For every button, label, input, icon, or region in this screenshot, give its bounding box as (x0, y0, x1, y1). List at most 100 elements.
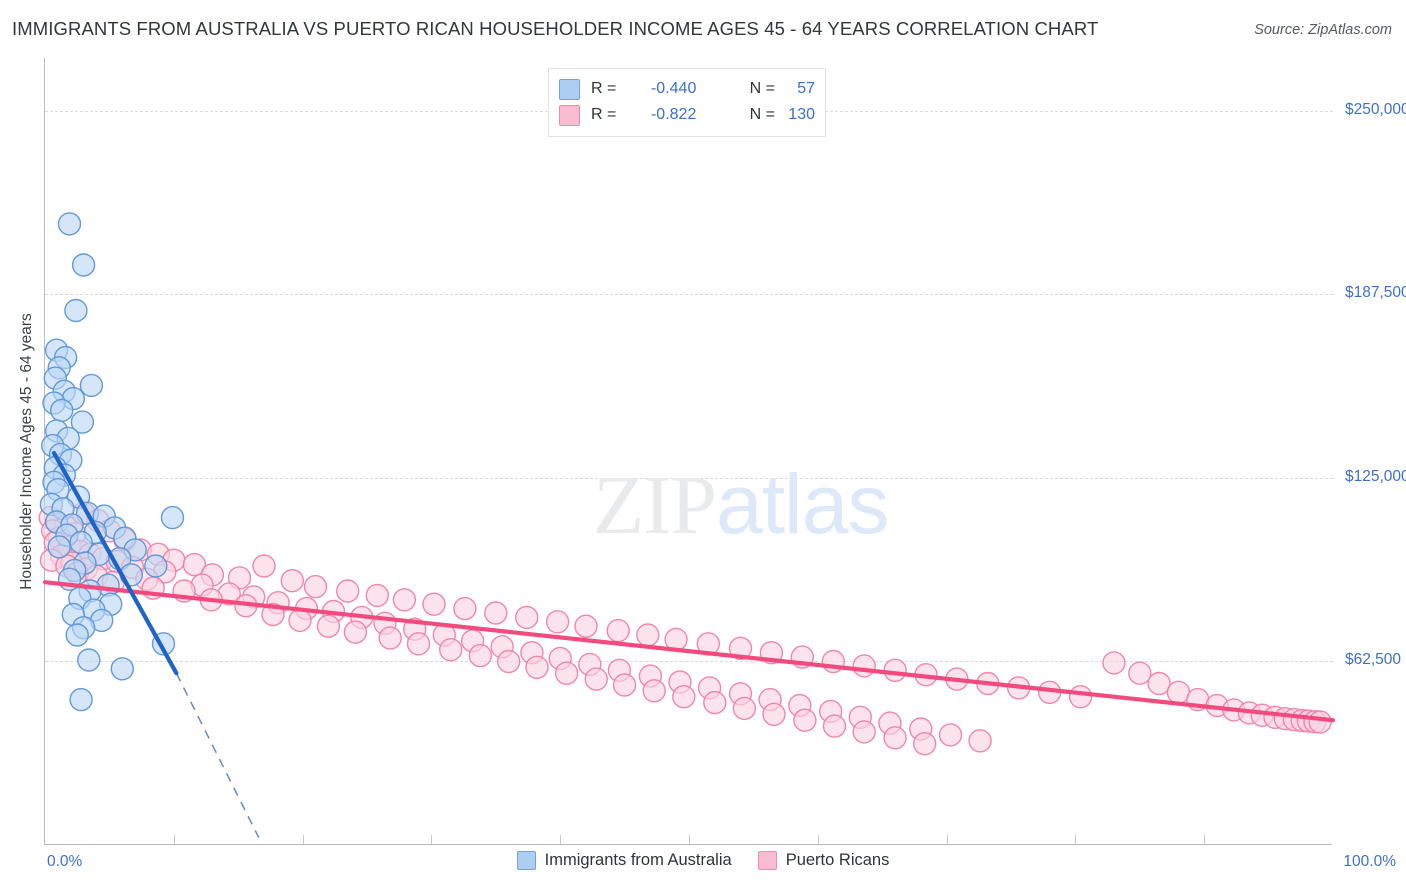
data-point[interactable] (793, 708, 817, 732)
legend-item-australia[interactable]: Immigrants from Australia (516, 851, 732, 870)
x-axis-tick (689, 835, 690, 844)
data-point[interactable] (69, 687, 93, 712)
data-point[interactable] (913, 732, 937, 756)
legend-swatch-australia-icon (559, 78, 580, 100)
gridline (45, 477, 1333, 479)
data-point[interactable] (612, 673, 637, 697)
data-point[interactable] (110, 657, 135, 681)
data-point[interactable] (378, 626, 402, 650)
data-point[interactable] (57, 212, 82, 236)
data-point[interactable] (365, 583, 389, 608)
trendline-puerto-ricans (42, 580, 1336, 723)
data-point[interactable] (50, 398, 74, 423)
data-point[interactable] (453, 596, 477, 621)
data-point[interactable] (47, 535, 71, 559)
data-point[interactable] (584, 667, 608, 691)
legend-label-puerto-ricans: Puerto Ricans (785, 851, 890, 869)
legend-marker-australia-icon (516, 851, 536, 870)
data-point[interactable] (252, 554, 276, 578)
n-label-australia: N = (749, 80, 775, 97)
data-point[interactable] (883, 726, 907, 750)
data-point[interactable] (1166, 680, 1191, 704)
data-point[interactable] (728, 636, 753, 660)
x-axis-min-label: 0.0% (47, 853, 83, 870)
x-axis-tick (946, 835, 948, 844)
data-point[interactable] (574, 614, 598, 638)
data-point[interactable] (65, 623, 89, 647)
data-point[interactable] (606, 618, 630, 643)
data-point[interactable] (343, 620, 368, 644)
data-point[interactable] (182, 552, 207, 577)
legend-marker-puerto-ricans-icon (757, 851, 777, 870)
data-point[interactable] (422, 592, 446, 616)
data-point[interactable] (439, 638, 463, 662)
data-point[interactable] (515, 605, 539, 630)
stats-row-australia: R = -0.440 N = 57 (559, 76, 815, 102)
n-value-australia: 57 (797, 80, 815, 97)
data-point[interactable] (77, 648, 101, 672)
data-point[interactable] (968, 729, 992, 753)
x-axis-tick (173, 835, 175, 844)
data-point[interactable] (1147, 671, 1171, 696)
data-point[interactable] (545, 610, 570, 634)
trendline-extension-australia (175, 672, 260, 839)
data-point[interactable] (392, 588, 417, 612)
data-point[interactable] (79, 373, 104, 398)
data-point[interactable] (288, 608, 312, 633)
n-value-puerto-ricans: 130 (788, 106, 815, 123)
data-point[interactable] (64, 298, 88, 323)
y-axis-tick-label: $187,500 (1345, 284, 1406, 302)
y-axis-title: Householder Income Ages 45 - 64 years (18, 313, 35, 590)
data-point[interactable] (703, 690, 727, 715)
r-label-australia: R = (591, 80, 617, 97)
x-axis-tick (1075, 835, 1077, 844)
source-attribution: Source: ZipAtlas.com (1254, 22, 1392, 38)
data-point[interactable] (1308, 710, 1332, 734)
data-point[interactable] (822, 714, 847, 738)
data-point[interactable] (71, 253, 96, 277)
data-point[interactable] (1102, 651, 1126, 675)
legend-label-australia: Immigrants from Australia (544, 851, 732, 869)
plot-area: ZIPatlas (38, 58, 1336, 845)
data-point[interactable] (336, 579, 360, 603)
series-points-pink (38, 501, 1332, 756)
data-point[interactable] (144, 554, 168, 578)
data-point[interactable] (554, 661, 579, 685)
data-point[interactable] (1068, 685, 1093, 709)
data-point[interactable] (303, 574, 328, 599)
gridline (45, 294, 1333, 296)
n-label-puerto-ricans: N = (749, 106, 775, 123)
data-point[interactable] (762, 702, 786, 726)
x-axis-tick (431, 835, 433, 844)
y-axis-tick-label: $62,500 (1345, 651, 1402, 669)
data-point[interactable] (406, 632, 431, 656)
legend-swatch-puerto-ricans-icon (559, 104, 580, 126)
y-axis-tick-label: $250,000 (1345, 100, 1406, 118)
r-value-australia: -0.440 (650, 80, 697, 97)
data-point[interactable] (1128, 661, 1152, 685)
x-axis-tick (817, 835, 819, 844)
series-points-blue (39, 212, 185, 712)
data-point[interactable] (484, 601, 508, 625)
series-legend: Immigrants from Australia Puerto Ricans (0, 851, 1406, 870)
legend-item-puerto-ricans[interactable]: Puerto Ricans (757, 851, 890, 870)
data-point[interactable] (883, 658, 907, 682)
data-point[interactable] (642, 679, 666, 703)
data-point[interactable] (280, 569, 305, 593)
data-point[interactable] (70, 410, 95, 434)
data-point[interactable] (497, 649, 521, 674)
r-label-puerto-ricans: R = (591, 106, 617, 123)
data-point[interactable] (636, 623, 660, 647)
data-point[interactable] (732, 696, 757, 721)
data-point[interactable] (852, 654, 876, 678)
trendline-australia (51, 450, 179, 676)
data-point[interactable] (938, 723, 963, 747)
data-point[interactable] (316, 614, 341, 638)
scatter-canvas (38, 212, 1336, 839)
x-axis-tick (302, 835, 304, 844)
data-point[interactable] (468, 643, 492, 668)
data-point[interactable] (852, 720, 876, 744)
data-point[interactable] (525, 655, 549, 679)
data-point[interactable] (672, 685, 696, 709)
data-point[interactable] (160, 505, 185, 530)
